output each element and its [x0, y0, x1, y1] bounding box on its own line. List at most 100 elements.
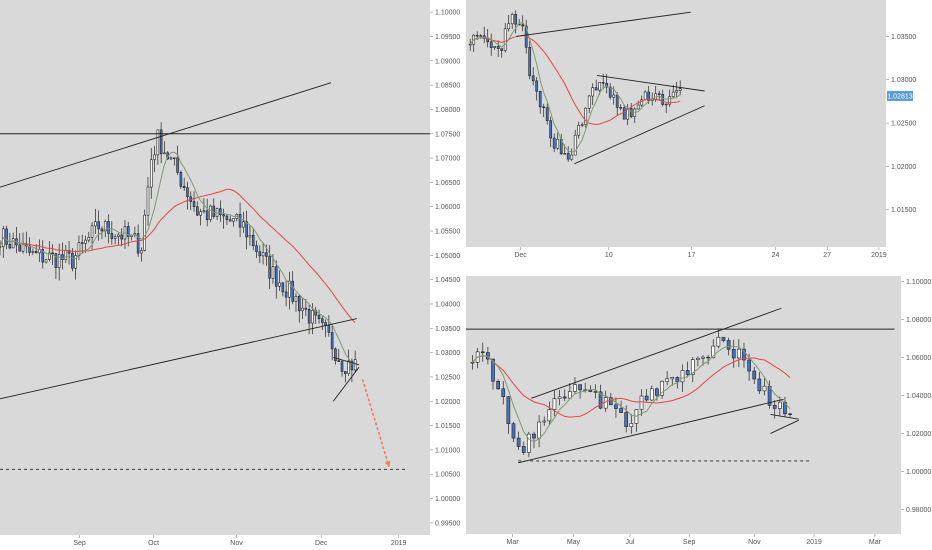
y-tick-label: 1.03500 [435, 326, 460, 333]
x-tick-label: Jul [626, 539, 635, 546]
y-tick-label: 1.03500 [891, 34, 916, 41]
candle-body [334, 348, 337, 361]
candle-body [593, 391, 598, 393]
y-tick-label: 1.04000 [435, 301, 460, 308]
candle-body [594, 87, 598, 91]
y-tick-label: 1.06500 [435, 180, 460, 187]
candle-body [629, 423, 634, 428]
candle-body [542, 106, 546, 109]
y-tick-label: 1.00000 [906, 469, 931, 476]
candle-body [556, 138, 560, 149]
candle-body [742, 348, 746, 361]
candle-body [327, 325, 331, 333]
candle-body [57, 254, 61, 269]
candle-body [350, 360, 354, 371]
y-tick-label: 1.06000 [906, 355, 931, 362]
candle-body [489, 41, 493, 48]
channel-lower-line [0, 318, 357, 400]
y-tick-label: 1.02500 [435, 374, 460, 381]
candle-body [149, 159, 153, 188]
candle-body [649, 388, 654, 401]
plot-area [466, 0, 886, 247]
candle-body [690, 359, 695, 375]
plot-content [468, 10, 705, 165]
x-tick-label: Mar [507, 539, 520, 546]
candle-body [563, 153, 567, 155]
candle-body [51, 252, 54, 255]
x-tick-label: 17 [688, 252, 696, 259]
triangle-upper-line [333, 357, 360, 366]
y-tick-label: 1.01000 [435, 447, 460, 454]
candle-body [278, 282, 281, 287]
candle-body [601, 82, 605, 84]
chart-panel-left: 1.10000 1.09500 1.09000 1.08500 1.08000 1.075… [0, 0, 461, 550]
triangle-lower-line [332, 366, 360, 402]
candle-body [294, 295, 298, 302]
candle-body [110, 233, 114, 239]
candle-body [737, 348, 741, 359]
candle-body [726, 340, 731, 350]
x-tick-label: Nov [230, 540, 243, 547]
candle-body [521, 24, 525, 27]
x-tick-label: Mar [869, 539, 882, 546]
y-tick-label: 1.00500 [435, 472, 460, 479]
y-tick-label: 1.08000 [906, 317, 931, 324]
candle-body [587, 95, 591, 109]
candle-body [163, 152, 166, 155]
candle-body [169, 157, 173, 160]
ma-fast-line [469, 22, 681, 153]
candle-body [77, 242, 81, 256]
candle-body [347, 360, 350, 374]
candle-body [470, 362, 475, 364]
candle-body [557, 396, 562, 399]
candle-body [304, 307, 308, 310]
plot-area [466, 276, 901, 534]
x-tick-label: 2019 [391, 540, 407, 547]
triangle-lower-line [770, 419, 799, 434]
x-tick-label: Sep [683, 539, 696, 546]
candle-body [482, 35, 486, 39]
candle-body [573, 384, 577, 392]
candle-body [209, 205, 212, 221]
y-tick-label: 1.09000 [435, 58, 460, 65]
y-tick-label: 1.02000 [891, 164, 916, 171]
candle-body [552, 398, 557, 410]
candle-body [528, 47, 532, 77]
candle-body [496, 46, 500, 49]
candle-body [202, 210, 206, 213]
candle-body [500, 48, 504, 51]
target-arrow-head [384, 461, 391, 467]
candle-body [503, 28, 507, 51]
candle-body [176, 157, 179, 173]
x-tick-label: 10 [605, 252, 613, 259]
candle-body [100, 228, 104, 232]
candle-body [493, 46, 497, 48]
candle-body [344, 371, 347, 374]
candle-body [107, 221, 110, 234]
candle-body [639, 395, 644, 410]
x-tick-label: 24 [772, 252, 780, 259]
candle-body [245, 221, 248, 238]
x-tick-label: Dec [514, 252, 527, 259]
candle-body [777, 401, 782, 409]
y-tick-label: 1.07000 [435, 156, 460, 163]
candle-body [507, 23, 511, 30]
x-tick-label: 27 [823, 252, 831, 259]
y-tick-label: 1.01500 [435, 423, 460, 430]
candle-body [265, 252, 268, 257]
candle-body [598, 82, 602, 91]
candle-body [549, 120, 553, 139]
candle-body [173, 157, 176, 159]
candle-body [54, 253, 58, 269]
candle-body [87, 236, 91, 241]
candle-body [196, 206, 199, 216]
candle-body [64, 250, 68, 260]
x-tick-label: Nov [748, 539, 761, 546]
candle-body [219, 208, 222, 216]
candle-body [542, 420, 547, 423]
candle-body [90, 225, 94, 238]
candle-body [615, 94, 619, 108]
candle-body [61, 254, 64, 260]
candle-body [578, 384, 582, 391]
candle-body [678, 88, 682, 91]
